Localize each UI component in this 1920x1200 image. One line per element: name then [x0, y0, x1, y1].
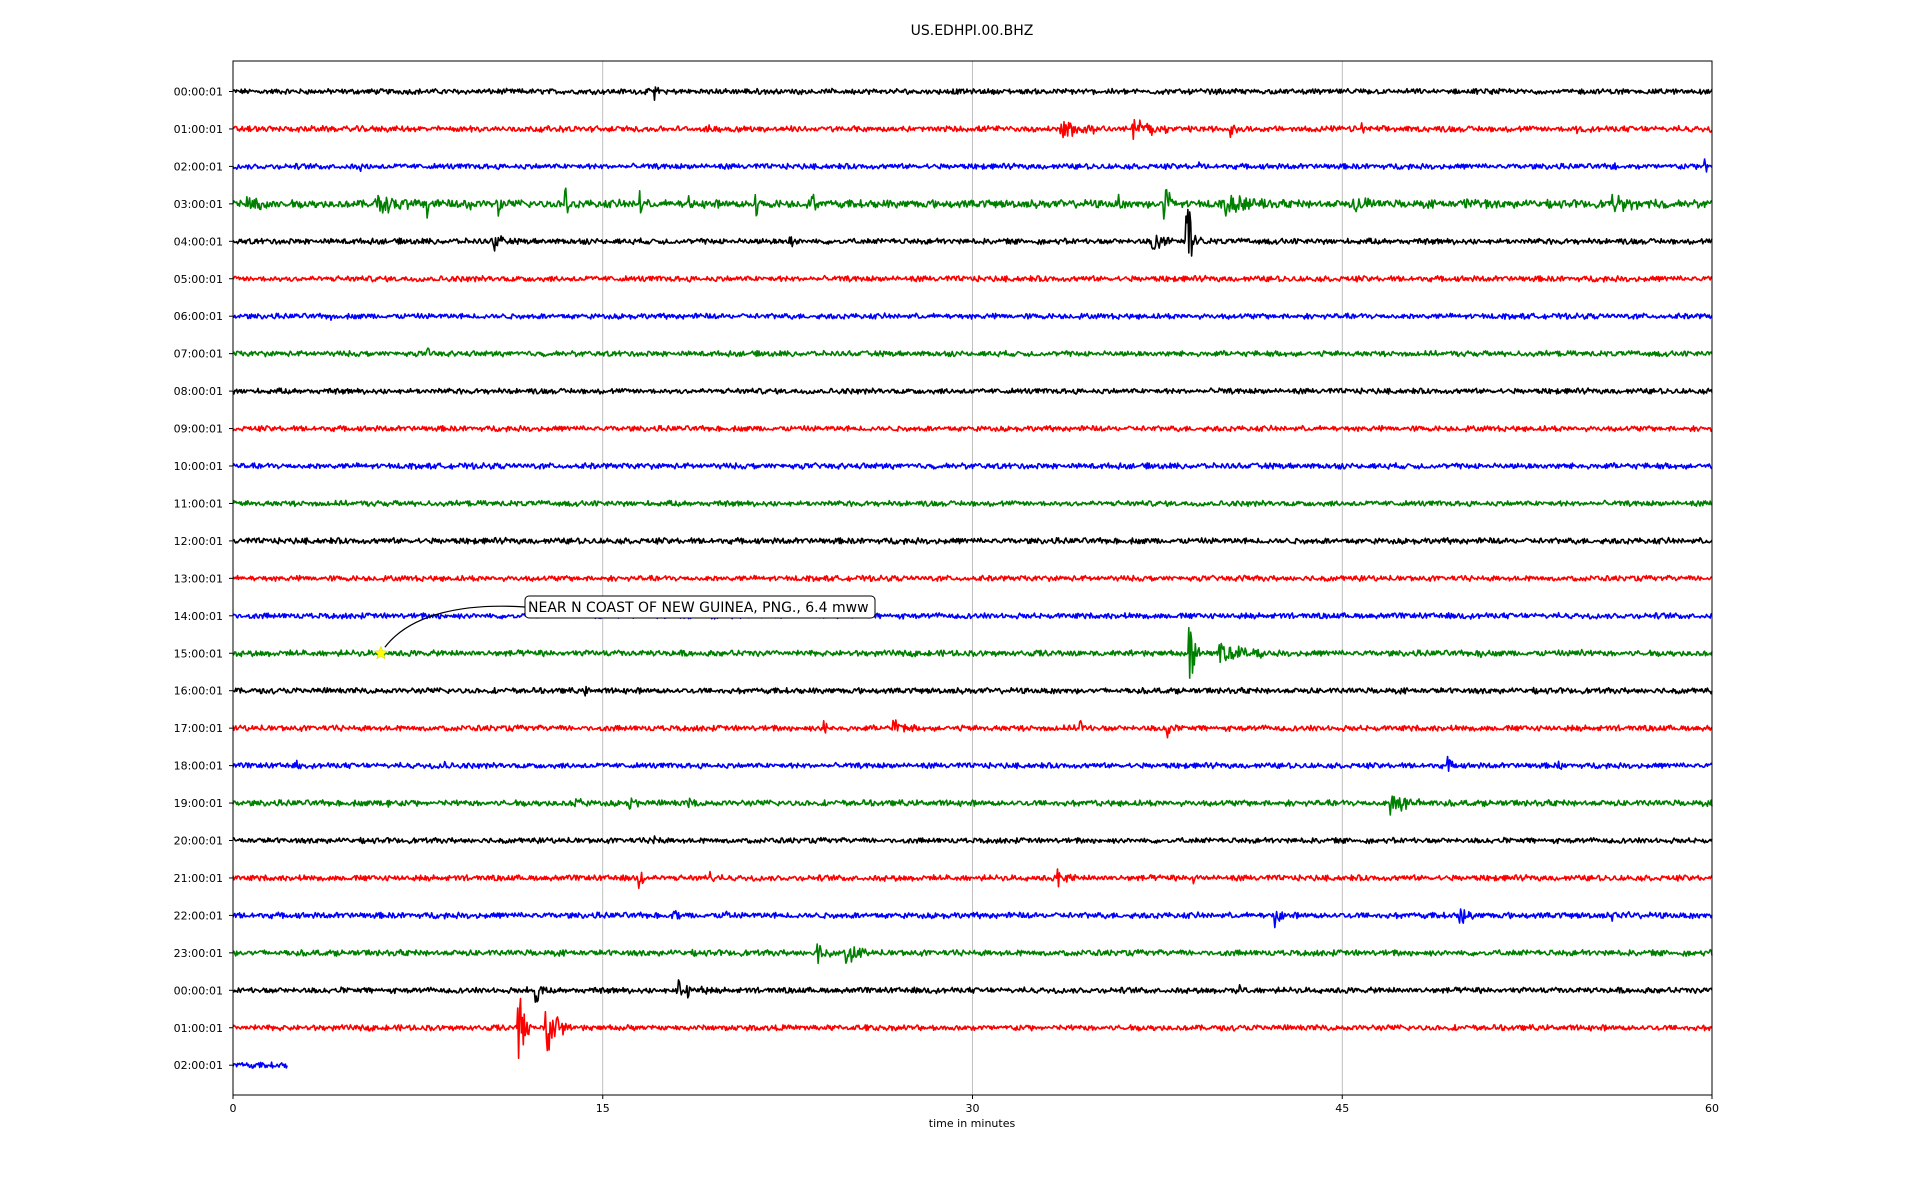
trace-row-0: [232, 86, 1713, 101]
trace-row-18: [232, 755, 1713, 772]
plot-frame: [232, 60, 1713, 1096]
trace-row-13: [232, 574, 1713, 583]
trace-row-7: [232, 347, 1713, 358]
y-tick-label: 16:00:01: [174, 685, 223, 698]
x-tick-label: 15: [596, 1102, 610, 1115]
y-tick-label: 23:00:01: [174, 947, 223, 960]
annotation-box: [524, 595, 876, 619]
trace-row-24: [232, 979, 1713, 1003]
y-tick-label: 13:00:01: [174, 572, 223, 585]
y-tick-labels: 00:00:01 01:00:01 02:00:01 03:00:01 04:00:01…: [174, 86, 233, 1072]
y-tick-label: 17:00:01: [174, 722, 223, 735]
y-tick-label: 19:00:01: [174, 797, 223, 810]
trace-row-21: [232, 868, 1713, 890]
trace-row-5: [232, 274, 1712, 283]
x-tick-label: 60: [1705, 1102, 1719, 1115]
x-tick-label: 30: [966, 1102, 980, 1115]
traces: [232, 86, 1713, 1069]
event-annotation: NEAR N COAST OF NEW GUINEA, PNG., 6.4 mw…: [373, 595, 876, 660]
y-tick-label: 05:00:01: [174, 273, 223, 286]
trace-row-19: [232, 795, 1713, 816]
trace-row-20: [232, 835, 1713, 845]
y-tick-label: 18:00:01: [174, 760, 223, 773]
y-tick-label: 21:00:01: [174, 872, 223, 885]
trace-row-15: [232, 626, 1713, 679]
y-tick-label: 09:00:01: [174, 423, 223, 436]
y-tick-label: 14:00:01: [174, 610, 223, 623]
x-tick-labels: 0 15 30 45 60: [230, 1095, 1719, 1115]
trace-row-12: [232, 536, 1713, 545]
trace-row-25: [232, 997, 1713, 1059]
y-tick-label: 02:00:01: [174, 1059, 223, 1072]
chart-title: US.EDHPI.00.BHZ: [911, 23, 1034, 39]
y-tick-label: 02:00:01: [174, 160, 223, 173]
trace-row-4: [232, 208, 1713, 257]
y-tick-label: 12:00:01: [174, 535, 223, 548]
trace-row-3: [232, 187, 1713, 220]
y-tick-label: 00:00:01: [174, 984, 223, 997]
annotation-text: NEAR N COAST OF NEW GUINEA, PNG., 6.4 mw…: [528, 600, 869, 616]
y-tick-label: 07:00:01: [174, 348, 223, 361]
y-tick-label: 01:00:01: [174, 123, 223, 136]
y-tick-label: 01:00:01: [174, 1022, 223, 1035]
trace-row-16: [232, 685, 1713, 697]
trace-row-6: [232, 312, 1713, 321]
y-tick-label: 00:00:01: [174, 86, 223, 99]
y-tick-label: 11:00:01: [174, 497, 223, 510]
y-tick-label: 03:00:01: [174, 198, 223, 211]
y-tick-label: 06:00:01: [174, 310, 223, 323]
y-tick-label: 10:00:01: [174, 460, 223, 473]
trace-row-10: [232, 462, 1713, 470]
trace-row-14: [232, 611, 1713, 620]
x-axis-label: time in minutes: [929, 1117, 1016, 1130]
trace-row-17: [232, 719, 1713, 739]
trace-row-23: [232, 943, 1713, 965]
x-tick-label: 0: [230, 1102, 237, 1115]
annotation-arrow: [384, 605, 526, 648]
y-tick-label: 20:00:01: [174, 835, 223, 848]
y-tick-label: 08:00:01: [174, 385, 223, 398]
trace-row-2: [232, 158, 1713, 173]
trace-row-22: [232, 908, 1713, 929]
y-tick-label: 04:00:01: [174, 235, 223, 248]
y-tick-label: 15:00:01: [174, 647, 223, 660]
event-star-marker: [373, 645, 389, 660]
trace-row-26: [232, 1061, 288, 1069]
trace-row-8: [232, 387, 1713, 395]
x-tick-label: 45: [1335, 1102, 1349, 1115]
trace-row-1: [232, 118, 1713, 140]
trace-row-9: [232, 424, 1713, 433]
y-tick-label: 22:00:01: [174, 909, 223, 922]
trace-row-11: [232, 499, 1713, 508]
